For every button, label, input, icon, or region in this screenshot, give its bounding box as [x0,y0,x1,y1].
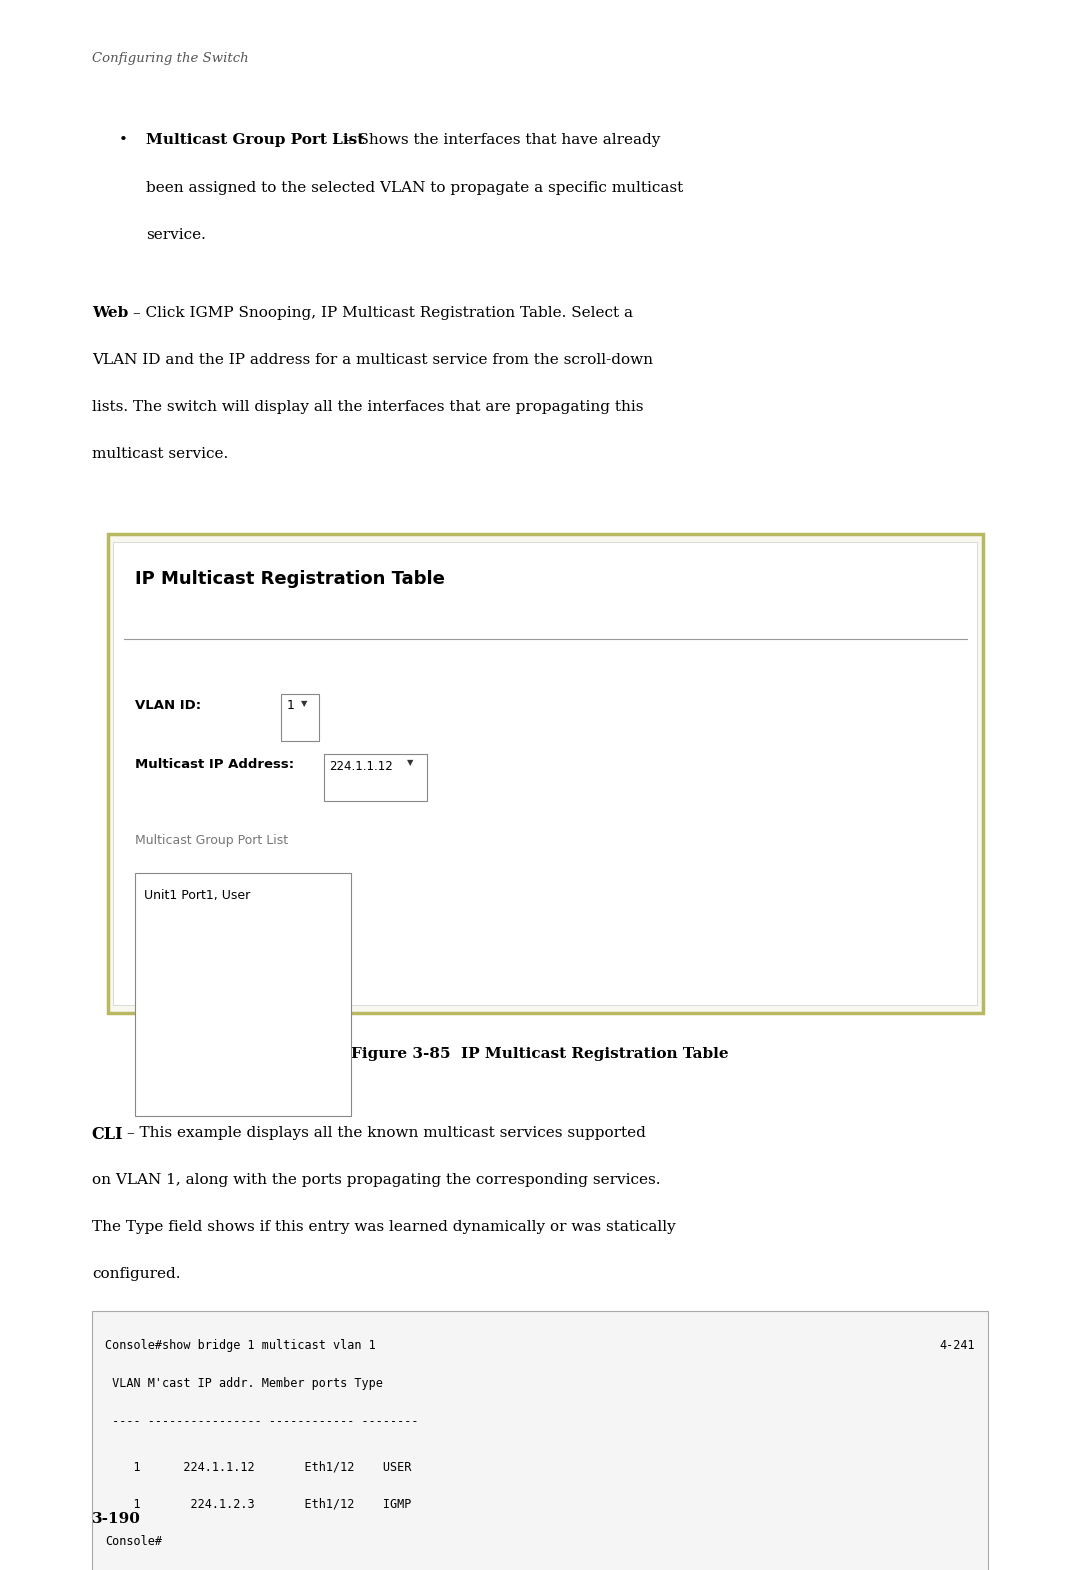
FancyBboxPatch shape [108,534,983,1013]
Text: on VLAN 1, along with the ports propagating the corresponding services.: on VLAN 1, along with the ports propagat… [92,1173,660,1187]
Text: 1: 1 [286,699,294,711]
Text: lists. The switch will display all the interfaces that are propagating this: lists. The switch will display all the i… [92,400,644,414]
Text: 3-190: 3-190 [92,1512,140,1526]
Text: The Type field shows if this entry was learned dynamically or was statically: The Type field shows if this entry was l… [92,1220,676,1234]
Text: multicast service.: multicast service. [92,447,228,462]
Text: configured.: configured. [92,1267,180,1281]
Text: 224.1.1.12: 224.1.1.12 [329,760,393,772]
Text: Web: Web [92,306,129,320]
Text: VLAN ID and the IP address for a multicast service from the scroll-down: VLAN ID and the IP address for a multica… [92,353,652,367]
Text: Console#: Console# [105,1535,162,1548]
Text: – Shows the interfaces that have already: – Shows the interfaces that have already [346,133,660,148]
Text: Console#show bridge 1 multicast vlan 1: Console#show bridge 1 multicast vlan 1 [105,1339,376,1352]
Text: ---- ---------------- ------------ --------: ---- ---------------- ------------ -----… [105,1415,418,1427]
FancyBboxPatch shape [92,1311,988,1570]
Text: ▼: ▼ [407,758,414,768]
Text: Multicast IP Address:: Multicast IP Address: [135,758,294,771]
FancyBboxPatch shape [135,873,351,1116]
Text: – This example displays all the known multicast services supported: – This example displays all the known mu… [127,1126,646,1140]
Text: Multicast Group Port List: Multicast Group Port List [135,834,288,846]
FancyBboxPatch shape [324,754,427,801]
Text: VLAN ID:: VLAN ID: [135,699,201,711]
Text: VLAN M'cast IP addr. Member ports Type: VLAN M'cast IP addr. Member ports Type [105,1377,382,1389]
Text: •: • [119,133,127,148]
Text: Unit1 Port1, User: Unit1 Port1, User [144,889,249,901]
Text: been assigned to the selected VLAN to propagate a specific multicast: been assigned to the selected VLAN to pr… [146,181,683,195]
Text: ▼: ▼ [301,699,308,708]
FancyBboxPatch shape [113,542,977,1005]
Text: service.: service. [146,228,205,242]
Text: Configuring the Switch: Configuring the Switch [92,52,248,64]
Text: Figure 3-85  IP Multicast Registration Table: Figure 3-85 IP Multicast Registration Ta… [351,1047,729,1061]
Text: IP Multicast Registration Table: IP Multicast Registration Table [135,570,445,587]
Text: Multicast Group Port List: Multicast Group Port List [146,133,364,148]
Text: 1      224.1.1.12       Eth1/12    USER: 1 224.1.1.12 Eth1/12 USER [105,1460,411,1473]
Text: – Click IGMP Snooping, IP Multicast Registration Table. Select a: – Click IGMP Snooping, IP Multicast Regi… [133,306,633,320]
Text: 4-241: 4-241 [940,1339,975,1352]
FancyBboxPatch shape [281,694,319,741]
Text: 1       224.1.2.3       Eth1/12    IGMP: 1 224.1.2.3 Eth1/12 IGMP [105,1498,411,1510]
Text: CLI: CLI [92,1126,123,1143]
